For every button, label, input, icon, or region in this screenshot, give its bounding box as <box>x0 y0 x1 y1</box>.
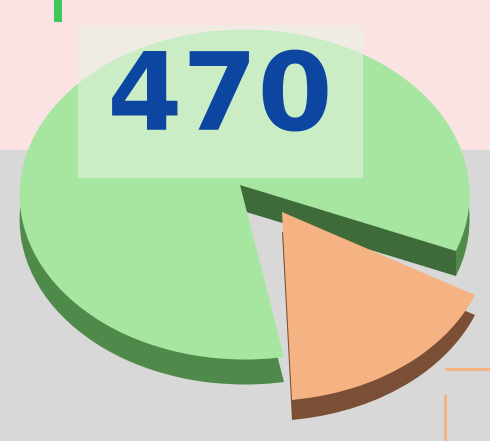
accent-line <box>445 368 490 371</box>
accent-line <box>444 395 447 441</box>
accent-bar <box>54 0 62 22</box>
green-slice-cut <box>240 185 456 276</box>
orange-slice <box>282 212 475 400</box>
label-box <box>78 25 363 178</box>
headline: 470 <box>107 31 332 156</box>
